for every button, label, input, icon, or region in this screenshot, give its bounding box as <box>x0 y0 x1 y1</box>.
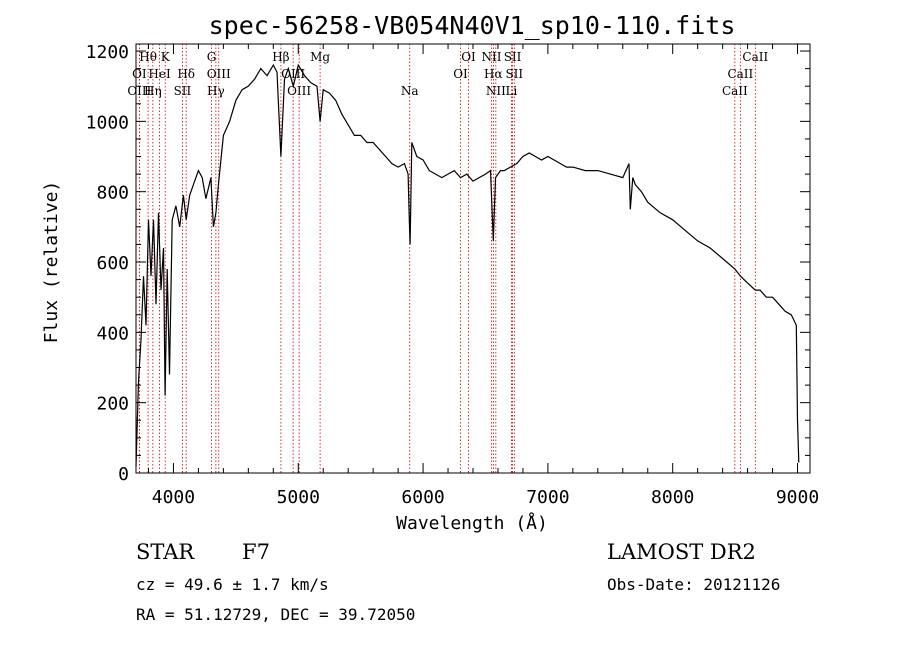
plot-frame <box>135 43 811 474</box>
line-marker-label: Hβ <box>272 50 289 64</box>
x-axis-label: Wavelength (Å) <box>396 512 548 534</box>
line-marker-label: CaII <box>727 67 753 81</box>
object-subclass: F7 <box>242 540 270 564</box>
line-marker-label: Hγ <box>207 84 225 98</box>
line-marker-label: Mg <box>310 50 330 64</box>
line-marker-label: HeI <box>148 67 171 81</box>
spectrum-line <box>135 63 800 467</box>
line-marker-label: G <box>207 50 217 64</box>
y-axis-label: Flux (relative) <box>41 181 62 344</box>
y-tick-label: 600 <box>96 253 129 274</box>
survey-name: LAMOST DR2 <box>607 540 756 564</box>
spectral-line-markers <box>138 44 756 473</box>
line-marker-label: Hθ <box>139 50 157 64</box>
line-marker-label: Na <box>401 84 419 98</box>
x-tick-label: 4000 <box>152 487 195 508</box>
y-tick-label: 1200 <box>86 42 129 63</box>
chart-title: spec-56258-VB054N40V1_sp10-110.fits <box>209 11 736 40</box>
line-marker-label: SII <box>174 84 192 98</box>
line-marker-label: Hδ <box>177 67 195 81</box>
coordinates-info: RA = 51.12729, DEC = 39.72050 <box>136 605 415 624</box>
line-marker-label: NII <box>486 84 506 98</box>
y-axis-ticks: 0 200 400 600 800 1000 1200 <box>86 42 810 485</box>
x-tick-label: 5000 <box>277 487 320 508</box>
line-marker-label: OIII <box>207 67 231 81</box>
line-marker-label: Hη <box>144 84 162 98</box>
line-marker-label: OI <box>453 67 468 81</box>
line-marker-label: CaII <box>742 50 768 64</box>
object-class: STAR <box>136 540 195 564</box>
y-tick-label: 800 <box>96 183 129 204</box>
line-marker-label: K <box>161 50 171 64</box>
x-tick-label: 7000 <box>526 487 569 508</box>
observation-date: Obs-Date: 20121126 <box>607 575 780 594</box>
spectrum-series-line <box>135 63 800 467</box>
line-marker-label: OIII <box>287 84 311 98</box>
line-marker-label: CaII <box>722 84 748 98</box>
x-tick-label: 8000 <box>651 487 694 508</box>
y-tick-label: 1000 <box>86 112 129 133</box>
x-tick-label: 9000 <box>776 487 819 508</box>
line-marker-label: Li <box>506 84 518 98</box>
line-marker-label: NII <box>481 50 501 64</box>
line-marker-label: SII <box>505 67 523 81</box>
line-marker-label: OI <box>461 50 476 64</box>
line-marker-label: Hα <box>484 67 503 81</box>
x-axis-ticks: 4000 5000 6000 7000 8000 9000 <box>147 44 819 508</box>
line-marker-label: SII <box>504 50 522 64</box>
x-tick-label: 6000 <box>401 487 444 508</box>
line-marker-label: OIII <box>127 84 151 98</box>
y-tick-label: 400 <box>96 323 129 344</box>
y-tick-label: 0 <box>118 464 129 485</box>
y-tick-label: 200 <box>96 394 129 415</box>
redshift-info: cz = 49.6 ± 1.7 km/s <box>136 575 329 594</box>
